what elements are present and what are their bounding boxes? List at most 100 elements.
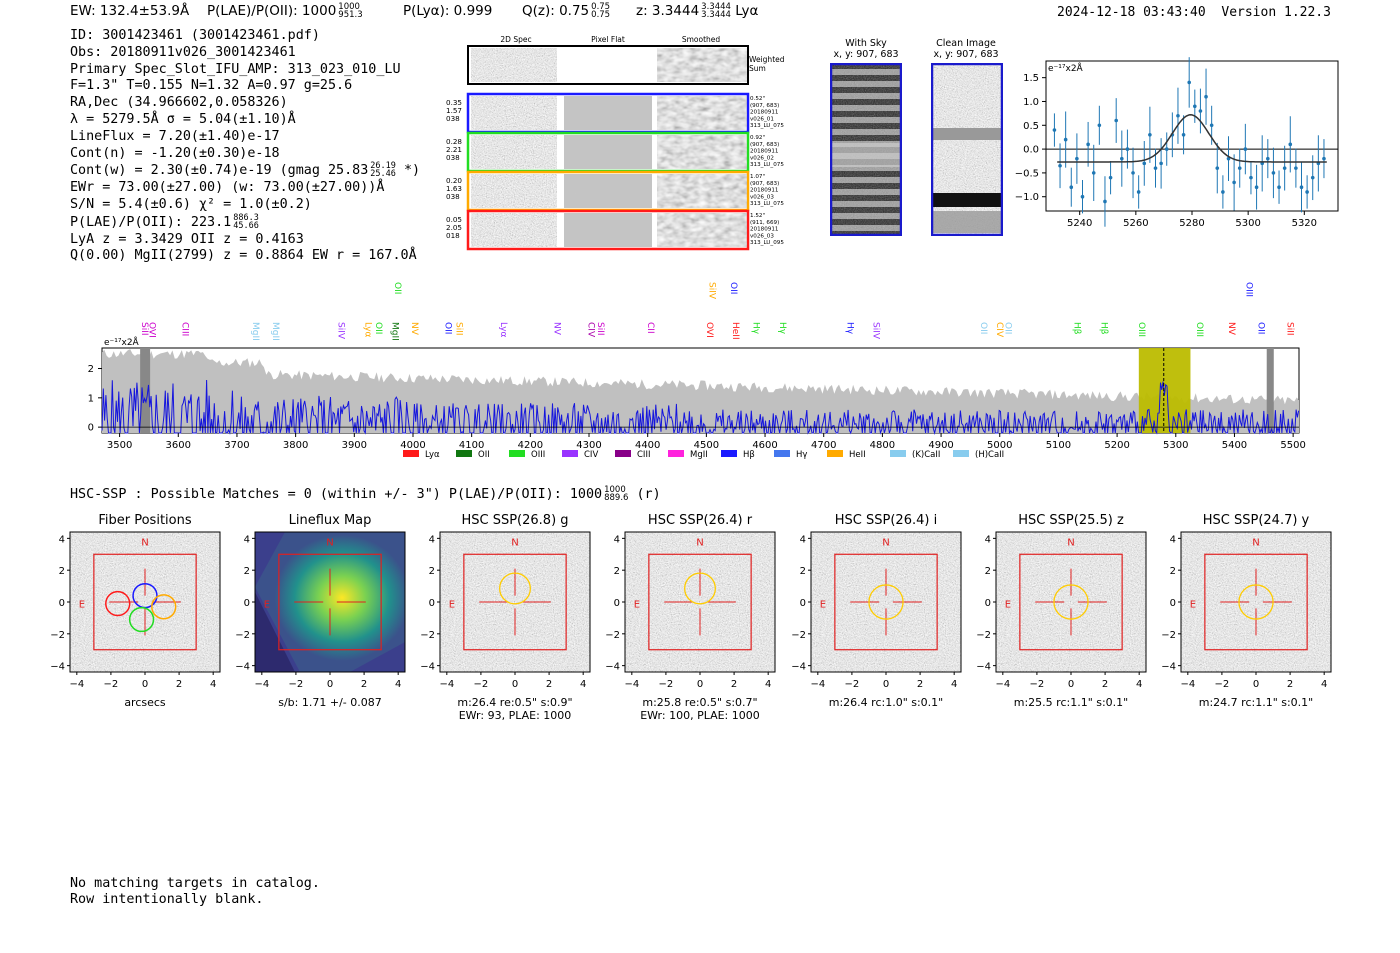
hsc-panel-image: N E 4 2 0 −2 −4 −4 −2 0 2 4 [605, 531, 776, 690]
legend-label: (K)CaII [912, 450, 940, 460]
spectrum-xtick-label: 3500 [107, 440, 132, 451]
spectrum-line-label: SiII [1284, 322, 1294, 336]
spectrum-line-label: OII [728, 282, 738, 294]
cutout-left-label: 2.21 [446, 145, 462, 154]
hsc-panel-title: HSC SSP(24.7) y [1202, 513, 1310, 528]
spectrum-xtick-label: 4700 [811, 440, 836, 451]
hsc-panel-3: HSC SSP(26.8) g N E 4 2 0 −2 −4 −4 −2 0 2 4 m:26.4 re… [420, 510, 610, 725]
panel-xtick-label: 4 [395, 679, 401, 690]
panel-ytick-label: 0 [614, 598, 620, 609]
hsc-panels: Fiber Positions N E 4 2 0 −2 −4 −4 −2 0 2 4 arcsecs Li… [0, 510, 1400, 725]
cutouts-panel: 2D Spec Pixel Flat Smoothed Weighted Sum… [446, 35, 785, 251]
legend-swatch [456, 450, 472, 457]
hsc-panel-caption: EWr: 100, PLAE: 1000 [640, 709, 760, 722]
legend-item: (K)CaII [890, 450, 940, 460]
fit-data-point [1176, 113, 1180, 118]
cutout-pixelflat [564, 135, 652, 169]
sum-label: Sum [749, 64, 766, 73]
detection-info: ID: 3001423461 (3001423461.pdf) Obs: 201… [70, 28, 420, 265]
east-label: E [1005, 600, 1011, 611]
spectrum-xtick-label: 4800 [870, 440, 895, 451]
hsc-panel-caption: m:25.8 re:0.5" s:0.7" [642, 696, 758, 709]
cutout-left-label: 0.28 [446, 137, 462, 146]
panel-xtick-label: −2 [289, 679, 304, 690]
info-plae-lo: 45.66 [233, 220, 259, 231]
fit-chart: e⁻¹⁷x2Å 1.5 1.0 0.5 0.0 −0.5 −1.0 5240 5260 5280… [1015, 57, 1339, 229]
z-line-name: Lyα [735, 3, 759, 19]
cutout-right-label: v026_03 [750, 194, 774, 200]
spectrum-xtick-label: 4000 [400, 440, 425, 451]
clean-image-header: Clean Image x, y: 907, 683 [927, 38, 1005, 60]
fit-data-point [1277, 185, 1281, 189]
legend-swatch [827, 450, 843, 457]
panel-xtick-label: −2 [1215, 679, 1230, 690]
cutout-noise-image [625, 532, 775, 672]
north-label: N [696, 538, 703, 549]
spectrum-line-label: OII [978, 322, 988, 334]
legend-label: OII [478, 450, 490, 460]
cutout-left-label: 018 [446, 231, 460, 240]
panel-frame [995, 531, 1147, 673]
cutout-right-label: 20180911 [750, 149, 779, 155]
footer-line-1: No matching targets in catalog. [70, 876, 320, 891]
panel-ytick-label: −4 [420, 662, 435, 673]
legend-label: MgII [690, 450, 708, 460]
header-qz: Q(z): 0.75 0.75 0.75 [522, 3, 610, 20]
fit-data-point [1193, 104, 1197, 109]
aperture-box [1204, 553, 1308, 651]
cutout-left-label: 038 [446, 192, 460, 201]
panel-ytick-label: 2 [429, 566, 435, 577]
panel-ytick-label: −4 [976, 662, 991, 673]
spectrum-line-label: OII [373, 322, 383, 334]
cutout-smoothed [657, 174, 747, 208]
fit-data-point [1131, 171, 1135, 175]
panel-ytick-label: 2 [800, 566, 806, 577]
info-mgii: Q(0.00) MgII(2799) z = 0.8864 EW r = 167… [70, 248, 417, 264]
cutout-left-label: 1.63 [446, 184, 462, 193]
panel-xtick-label: −4 [254, 679, 269, 690]
hsc-panel-title: HSC SSP(26.4) r [647, 513, 753, 528]
panel-xtick-label: 4 [1136, 679, 1142, 690]
cutout-left-label: 1.57 [446, 106, 462, 115]
spectrum-line-label: Lyα [498, 322, 508, 338]
hsc-panel-1: Fiber Positions N E 4 2 0 −2 −4 −4 −2 0 2 4 arcsecs [50, 510, 240, 725]
fit-ytick-label: −1.0 [1015, 192, 1039, 203]
datetime: 2024-12-18 03:43:40 [1057, 5, 1206, 20]
panel-ytick-label: −4 [235, 662, 250, 673]
panel-ytick-label: −4 [50, 662, 65, 673]
cutout-right-label: (907, 683) [750, 142, 779, 148]
fit-xtick-label: 5300 [1235, 218, 1260, 229]
spectrum-line-label: CIV [994, 322, 1004, 338]
panel-xtick-label: 0 [1253, 679, 1259, 690]
spectrum-line-label: OIII [1243, 282, 1253, 297]
footer-line-2: Row intentionally blank. [70, 891, 264, 907]
spectrum-xtick-label: 3900 [342, 440, 367, 451]
spectrum-xtick-label: 5100 [1046, 440, 1071, 451]
spectrum-line-label: NV [1226, 322, 1236, 336]
legend-item: OIII [509, 450, 545, 460]
col-title-2dspec: 2D Spec [500, 35, 531, 44]
spectrum-line-label: SiII [453, 322, 463, 336]
info-contw-text: Cont(w) = 2.30(±0.74)e-19 (gmag 25.83 [70, 163, 369, 179]
fit-data-point [1103, 199, 1107, 204]
panel-xtick-label: 2 [546, 679, 552, 690]
spectrum-line-label: OII [392, 282, 402, 294]
hsc-panel-caption: arcsecs [124, 696, 166, 709]
header-plya: P(Lyα): 0.999 [403, 3, 493, 19]
fit-xtick-label: 5260 [1123, 218, 1148, 229]
spectrum-xtick-label: 4500 [694, 440, 719, 451]
spectrum-line-label: CII [645, 322, 655, 334]
info-contw: Cont(w) = 2.30(±0.74)e-19 (gmag 25.83 26.… [70, 162, 420, 180]
panel-xtick-label: −2 [1030, 679, 1045, 690]
panel-ytick-label: 4 [1170, 534, 1176, 545]
legend-swatch [509, 450, 525, 457]
panel-ytick-label: 2 [1170, 566, 1176, 577]
cutout-noise-image [440, 532, 590, 672]
z-label: z: 3.3444 [636, 3, 700, 19]
info-id: ID: 3001423461 (3001423461.pdf) [70, 28, 320, 43]
hsc-summary-end: (r) [636, 487, 661, 502]
fit-data-point [1097, 123, 1102, 128]
fit-data-point [1243, 147, 1248, 151]
fit-data-point [1310, 175, 1315, 180]
